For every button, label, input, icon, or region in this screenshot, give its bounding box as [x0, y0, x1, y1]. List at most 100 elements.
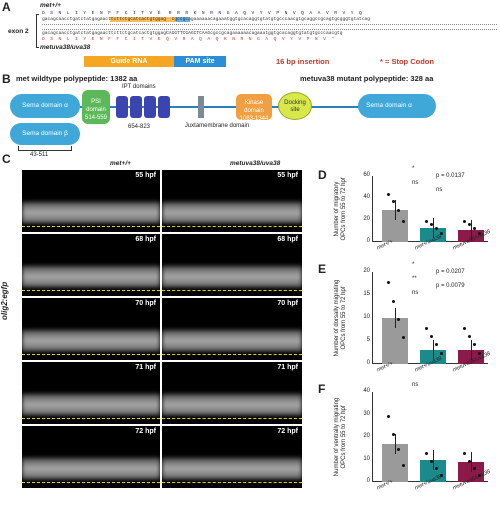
pam-highlight — [176, 17, 190, 22]
data-point — [440, 473, 443, 477]
timepoint-label: 70 hpf — [135, 300, 156, 307]
notochord-dashed-line — [22, 289, 160, 291]
ipt-domains-label: IPT domains — [122, 84, 156, 90]
legend-stop-codon: * = Stop Codon — [380, 57, 434, 66]
data-point — [468, 335, 471, 339]
bar-2 — [458, 461, 484, 482]
data-point — [468, 223, 471, 227]
cell-band — [22, 202, 160, 224]
y-tick-label: 0 — [366, 478, 370, 484]
micrograph-wt-3: 71 hpf — [22, 362, 160, 424]
notochord-dashed-line — [22, 417, 160, 419]
data-point — [440, 232, 443, 236]
significance-annotation: ns — [412, 290, 419, 296]
wt-aa-sequence: D S N L I Y E N F F C I T V E R R R K N … — [42, 11, 362, 16]
legend-pam-site: PAM site — [174, 56, 226, 67]
column-title-mut: metuva38/uva38 — [230, 160, 281, 167]
y-tick-label: 60 — [363, 172, 370, 178]
mut-aa-sequence: D S N L I Y E N F F C I T V E Q V R A Q … — [42, 37, 335, 42]
data-point — [425, 451, 428, 455]
y-tick-label: 0 — [366, 238, 370, 244]
cell-band — [162, 458, 302, 480]
timepoint-label: 55 hpf — [135, 172, 156, 179]
panel-label-b: B — [2, 72, 11, 86]
timepoint-label: 72 hpf — [135, 428, 156, 435]
data-point — [397, 448, 400, 452]
transmembrane-segment — [198, 96, 204, 118]
mut-nt-sequence: gacagcaacctgatctatgagaacttcttctgcatcactg… — [42, 31, 343, 36]
y-tick-label: 40 — [363, 194, 370, 200]
timepoint-label: 72 hpf — [277, 428, 298, 435]
data-point — [463, 451, 466, 455]
mut-truncated-end — [420, 94, 436, 118]
wt-nt-sequence: gacagcaacctgatctatgagaacttcttctgcatcactg… — [42, 17, 371, 22]
micrograph-wt-4: 72 hpf — [22, 426, 160, 488]
significance-annotation: p = 0.0207 — [436, 269, 465, 275]
ipt-domains-range: 654-823 — [128, 124, 151, 130]
bar-1 — [420, 459, 446, 482]
micrograph-mut-0: 55 hpf — [162, 170, 302, 232]
data-point — [430, 459, 433, 463]
timepoint-label: 71 hpf — [277, 364, 298, 371]
error-bar-0 — [395, 433, 396, 454]
data-point — [430, 335, 433, 339]
data-point — [387, 192, 390, 196]
significance-annotation: ** — [412, 276, 417, 282]
y-tick-label: 30 — [363, 410, 370, 417]
guide-rna-highlight — [110, 17, 176, 22]
psi-domain-range: 514-559 — [84, 115, 108, 121]
data-point — [402, 464, 405, 467]
column-title-wt: met+/+ — [110, 160, 131, 167]
notochord-dashed-line — [162, 289, 302, 291]
legend-insertion: 16 bp insertion — [276, 57, 330, 66]
juxtamembrane-label: Juxtamembrane domain — [184, 123, 250, 129]
timepoint-label: 71 hpf — [135, 364, 156, 371]
mut-polypeptide-title: metuva38 mutant polypeptide: 328 aa — [300, 74, 434, 83]
notochord-dashed-line — [162, 353, 302, 355]
data-point — [425, 326, 428, 330]
y-axis-label: Number of migratory OPCs from 55 to 72 h… — [334, 177, 347, 241]
significance-annotation: * — [412, 166, 415, 172]
data-point — [402, 336, 405, 340]
docking-site: Docking site — [278, 92, 312, 120]
backbone-line-2 — [250, 106, 420, 108]
ipt-domain-1 — [116, 96, 128, 118]
y-tick-label: 10 — [363, 455, 370, 462]
timepoint-label: 55 hpf — [277, 172, 298, 179]
y-tick-label: 5 — [366, 337, 370, 343]
error-bar-2 — [471, 219, 472, 240]
data-point — [430, 223, 433, 227]
micrograph-mut-4: 72 hpf — [162, 426, 302, 488]
cell-band — [162, 202, 302, 224]
panel-label-e: E — [318, 262, 327, 276]
error-bar-2 — [471, 451, 472, 472]
notochord-dashed-line — [22, 353, 160, 355]
legend-guide-rna: Guide RNA — [84, 56, 174, 67]
ipt-domain-3 — [144, 96, 156, 118]
micrograph-wt-1: 68 hpf — [22, 234, 160, 296]
sema-beta-range: 43-511 — [30, 152, 49, 158]
psi-domain: PSI domain 514-559 — [82, 90, 110, 124]
y-tick-label: 20 — [363, 433, 370, 439]
kinase-domain: Kinase domain 1083-1344 — [236, 94, 272, 122]
micrograph-wt-0: 55 hpf — [22, 170, 160, 232]
data-point — [468, 459, 471, 463]
data-point — [463, 326, 466, 330]
cell-band — [162, 266, 302, 288]
significance-annotation: ns — [436, 187, 443, 193]
data-point — [435, 227, 438, 231]
data-point — [478, 232, 481, 236]
error-bar-2 — [471, 340, 472, 361]
data-point — [435, 343, 438, 347]
data-point — [473, 466, 476, 470]
significance-annotation: ns — [412, 180, 419, 186]
data-point — [397, 318, 400, 321]
notochord-dashed-line — [162, 417, 302, 419]
wt-polypeptide-title: met wildtype polypeptide: 1382 aa — [16, 74, 138, 83]
micrograph-mut-2: 70 hpf — [162, 298, 302, 360]
exon-bracket — [36, 14, 39, 48]
notochord-dashed-line — [162, 225, 302, 227]
mut-genotype-title: metuva38/uva38 — [40, 44, 91, 51]
cell-band — [22, 330, 160, 352]
mut-sema-domain: Sema domain α — [358, 94, 420, 118]
